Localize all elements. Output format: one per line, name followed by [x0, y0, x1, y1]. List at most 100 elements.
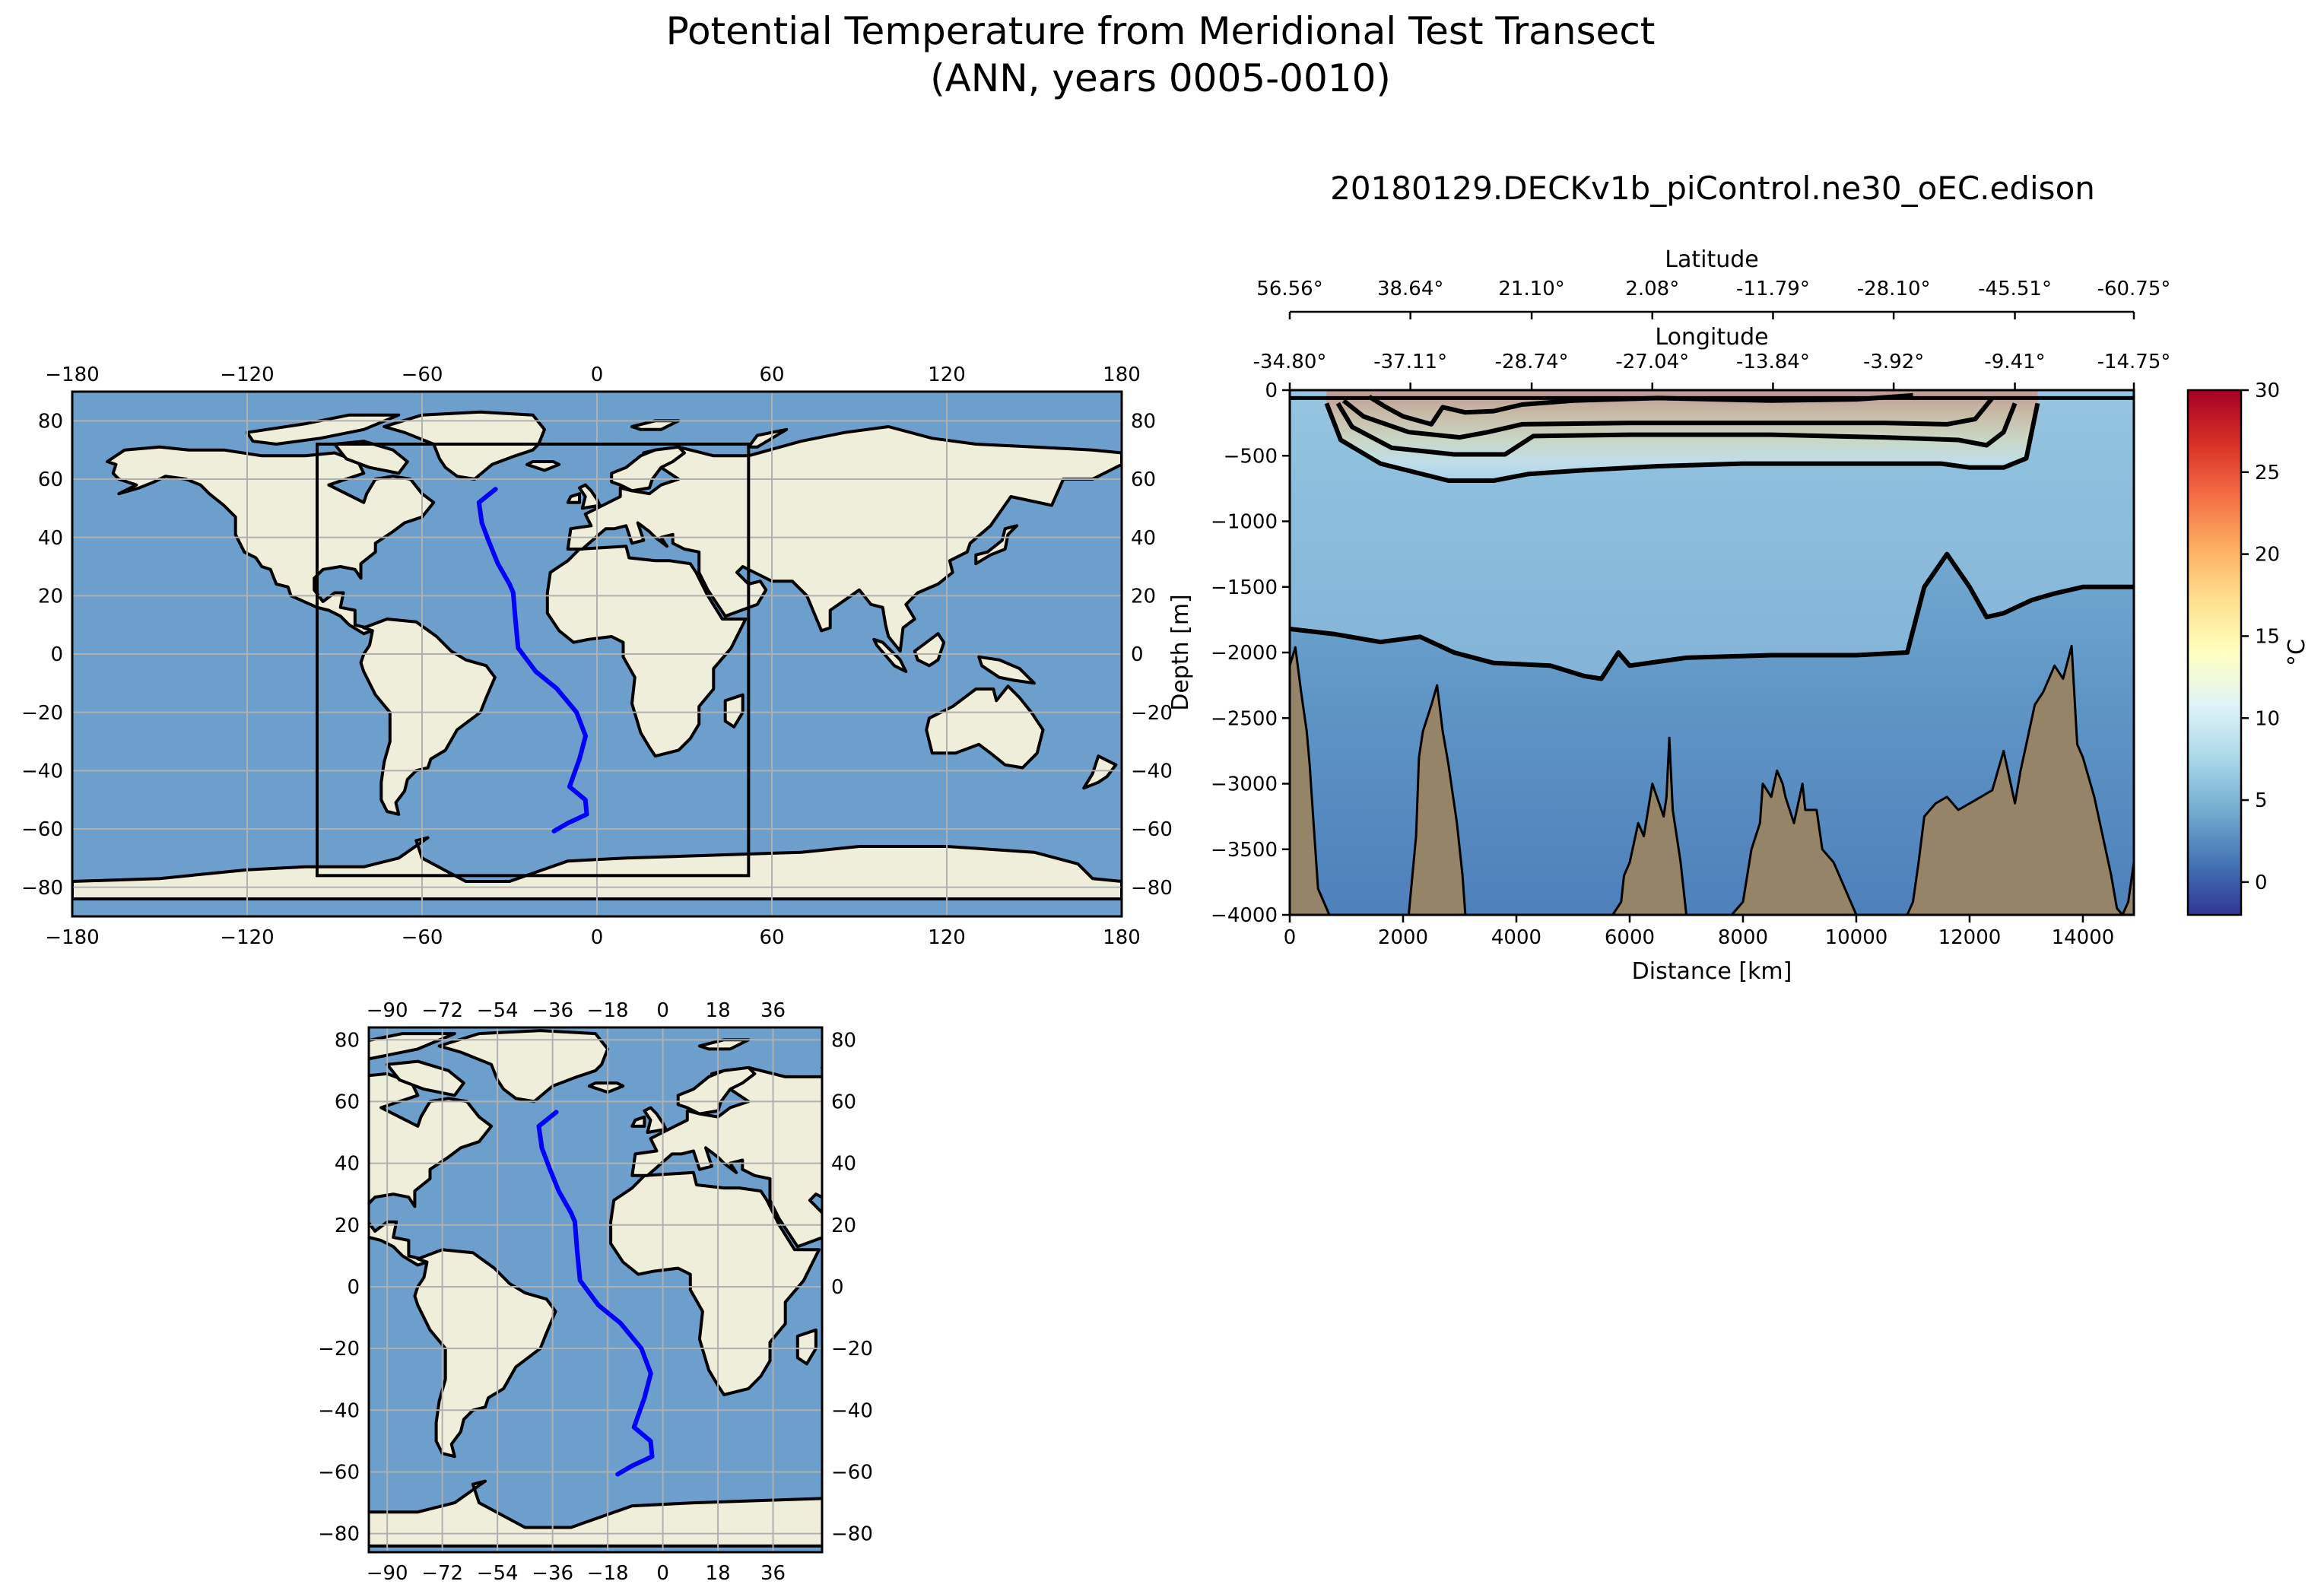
regional-ytick-left: −60: [318, 1462, 360, 1484]
regional-map-ticks: −90 −90 −72 −72 −54 −54 −36 −36 −18 −18 0 0 18 18 36 36…: [318, 999, 873, 1585]
regional-land-ireland: [630, 1115, 646, 1128]
longitude-tick-label: -27.04°: [1615, 351, 1689, 373]
section-ticks: 0 2000 4000 6000 8000 10000 12000 14000 0 −500 −10…: [1211, 379, 2114, 949]
section-ytick-label: −4000: [1211, 904, 1278, 927]
global-ytick-left: 20: [38, 585, 63, 608]
longitude-tick-label: -13.84°: [1736, 351, 1810, 373]
regional-xtick-top: −54: [477, 999, 519, 1022]
regional-ytick-left: −40: [318, 1399, 360, 1422]
region-box: [316, 443, 751, 878]
global-land-borneo: [913, 632, 946, 668]
latitude-tick-label: -11.79°: [1736, 278, 1810, 300]
global-xtick-top: −180: [45, 364, 99, 386]
global-xtick-top: 0: [591, 364, 604, 386]
global-map-frame: [71, 390, 1123, 918]
regional-xtick-bottom: −90: [367, 1562, 408, 1585]
regional-transect-line: [536, 1110, 655, 1477]
colorbar-label: °C: [2284, 639, 2310, 666]
section-xtick-label: 8000: [1718, 926, 1768, 949]
regional-land-britain: [643, 1106, 668, 1134]
figure-title-line2: (ANN, years 0005-0010): [930, 56, 1391, 100]
figure-title-line1: Potential Temperature from Meridional Te…: [666, 9, 1656, 53]
colorbar-body: [2186, 389, 2243, 916]
regional-xtick-bottom: 0: [656, 1562, 669, 1585]
global-ytick-left: 40: [38, 527, 63, 550]
regional-xtick-top: 18: [706, 999, 731, 1022]
regional-ytick-left: 20: [335, 1215, 360, 1237]
global-ytick-right: −80: [1131, 877, 1173, 900]
global-xtick-bottom: 0: [591, 926, 604, 949]
colorbar-tick-label: 0: [2255, 872, 2268, 894]
regional-land-eurasia: [630, 1065, 822, 1249]
longitude-axis-label: Longitude: [1655, 324, 1768, 351]
global-land-svalbard: [630, 419, 681, 431]
regional-land-madagascar: [795, 1328, 818, 1366]
section-ytick-label: −500: [1224, 445, 1278, 468]
regional-ytick-right: 20: [831, 1215, 856, 1237]
regional-ytick-left: 80: [335, 1029, 360, 1052]
global-map: −180 −180 −120 −120 −60 −60 0 0 60 60 120 120 180 180…: [21, 364, 1173, 949]
section-subtitle: 20180129.DECKv1b_piControl.ne30_oEC.edis…: [1330, 170, 2095, 207]
regional-ytick-right: 80: [831, 1029, 856, 1052]
regional-xtick-top: −72: [421, 999, 463, 1022]
global-ytick-left: −60: [21, 818, 63, 841]
global-land-ireland: [566, 492, 581, 504]
global-land-novaya-zemlya: [747, 427, 789, 449]
global-ytick-left: 0: [50, 643, 63, 666]
longitude-tick-label: -3.92°: [1863, 351, 1924, 373]
section-ytick-label: −3000: [1211, 773, 1278, 796]
global-ytick-right: 60: [1131, 468, 1156, 491]
transect-section-plot: 0 2000 4000 6000 8000 10000 12000 14000 0 −500 −10…: [1167, 246, 2170, 985]
regional-land-australia: [1009, 1321, 1132, 1408]
global-ytick-right: −20: [1131, 702, 1173, 725]
regional-ytick-right: −60: [831, 1462, 873, 1484]
global-ytick-left: −20: [21, 702, 63, 725]
global-xtick-bottom: 120: [928, 926, 966, 949]
regional-land-japan: [1061, 1151, 1103, 1191]
global-ytick-left: −80: [21, 877, 63, 900]
regional-ytick-left: 60: [335, 1091, 360, 1114]
global-land-britain: [578, 483, 602, 510]
regional-land-iceland: [587, 1081, 625, 1094]
global-ytick-left: 80: [38, 410, 63, 433]
global-land-japan: [974, 524, 1018, 566]
regional-ytick-right: 40: [831, 1153, 856, 1176]
regional-xtick-top: 0: [656, 999, 669, 1022]
regional-map: −90 −90 −72 −72 −54 −54 −36 −36 −18 −18 0 0 18 18 36 36…: [318, 999, 1132, 1585]
regional-ytick-left: 0: [347, 1276, 360, 1299]
global-ytick-left: 60: [38, 468, 63, 491]
contour-10C: [1335, 402, 2018, 457]
regional-land-antarctica: [369, 1479, 822, 1548]
section-ytick-label: −1000: [1211, 511, 1278, 534]
longitude-tick-label: -37.11°: [1373, 351, 1447, 373]
regional-ytick-right: 0: [831, 1276, 844, 1299]
regional-ytick-right: −80: [831, 1523, 873, 1546]
longitude-tick-label: -34.80°: [1253, 351, 1327, 373]
regional-ytick-left: 40: [335, 1153, 360, 1176]
latitude-tick-label: 2.08°: [1625, 278, 1679, 300]
latitude-tick-label: -60.75°: [2097, 278, 2171, 300]
regional-ytick-left: −80: [318, 1523, 360, 1546]
global-land-eurasia: [566, 425, 1122, 653]
global-land-new-guinea: [977, 655, 1036, 685]
global-xtick-bottom: −180: [45, 926, 99, 949]
regional-map-frame: [367, 1026, 824, 1554]
section-ytick-label: −3500: [1211, 839, 1278, 862]
colorbar-ticks: 30 25 20 15 10 5 0: [2241, 379, 2280, 894]
regional-xtick-bottom: −18: [587, 1562, 629, 1585]
global-ytick-left: −40: [21, 760, 63, 783]
global-land-sumatra: [872, 637, 908, 673]
global-xtick-top: −120: [220, 364, 274, 386]
section-ytick-label: −2500: [1211, 707, 1278, 730]
regional-land-sumatra: [954, 1272, 987, 1306]
longitude-tick-label: -28.74°: [1495, 351, 1569, 373]
regional-land-new-guinea: [1064, 1290, 1122, 1318]
global-land-north-america: [106, 445, 436, 636]
colorbar-tick-label: 25: [2255, 462, 2280, 484]
colorbar-tick-label: 10: [2255, 707, 2280, 730]
section-xtick-label: 2000: [1378, 926, 1428, 949]
regional-land-south-america: [413, 1248, 557, 1459]
global-xtick-bottom: −60: [402, 926, 443, 949]
global-land-new-zealand: [1082, 754, 1118, 790]
section-xtick-label: 10000: [1825, 926, 1888, 949]
